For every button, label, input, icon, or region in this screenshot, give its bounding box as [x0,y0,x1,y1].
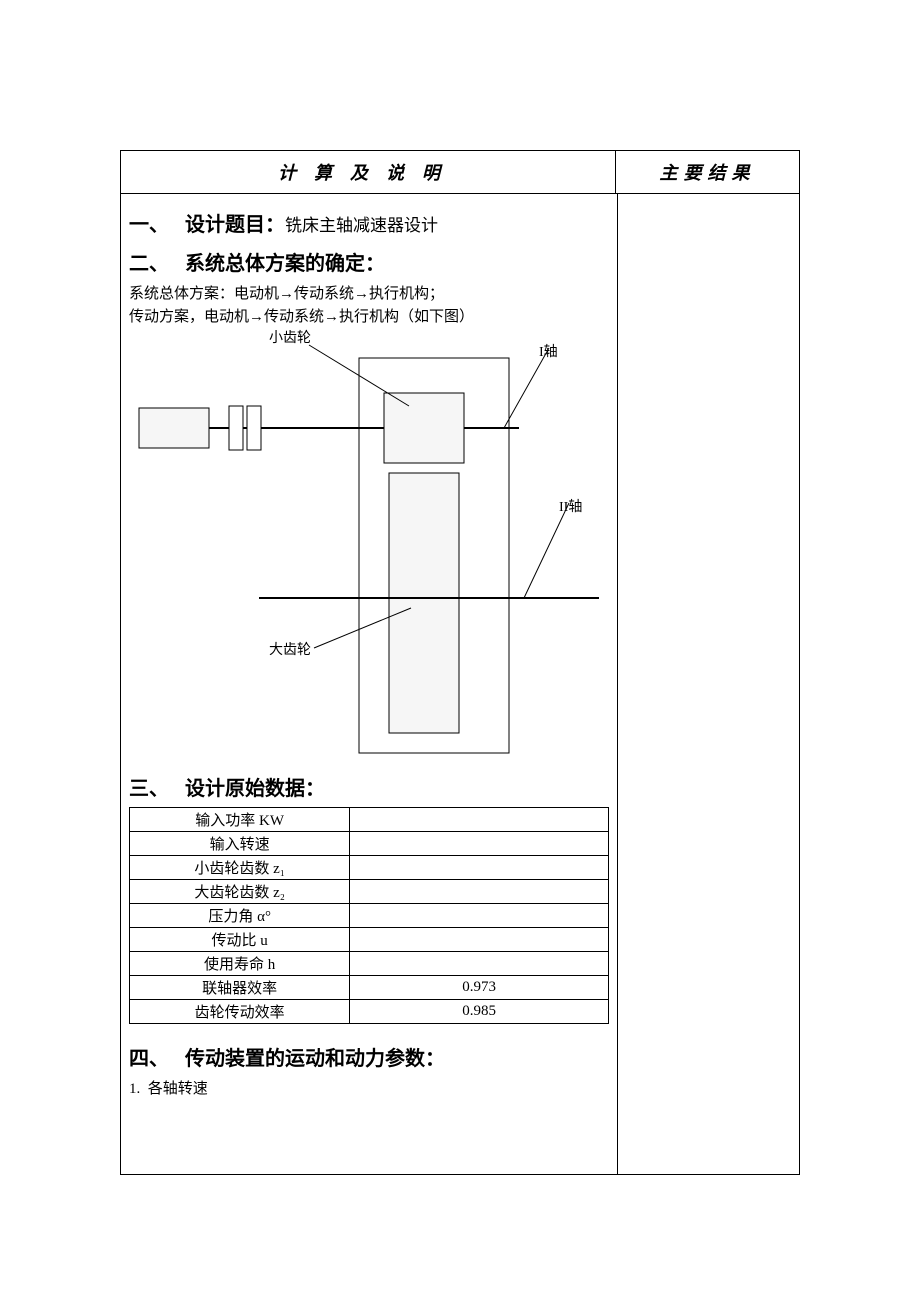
section-2-line1: 系统总体方案：电动机→传动系统→执行机构； [129,282,609,303]
cell-label: 输入转速 [130,832,350,856]
item-text: 各轴转速 [148,1081,208,1097]
cell-value: 0.973 [350,976,609,1000]
table-row: 小齿轮齿数 z₁ [130,856,609,880]
coupling-rect-2 [247,406,261,450]
cell-value [350,952,609,976]
label-small-gear: 小齿轮 [269,330,311,346]
section-1-subtitle: 铣床主轴减速器设计 [285,216,438,235]
main-content: 一、 设计题目：铣床主轴减速器设计 二、 系统总体方案的确定： 系统总体方案：电… [121,194,618,1174]
section-3-num: 三、 [129,772,181,801]
big-gear-rect [389,473,459,733]
cell-value [350,928,609,952]
table-row: 大齿轮齿数 z₂ [130,880,609,904]
item-num: 1. [129,1081,140,1097]
label-big-gear: 大齿轮 [269,642,311,658]
cell-value [350,808,609,832]
body-row: 一、 设计题目：铣床主轴减速器设计 二、 系统总体方案的确定： 系统总体方案：电… [121,194,799,1174]
diagram-svg: 小齿轮 I轴 II轴 大齿轮 [129,328,609,758]
label-shaft-1: I轴 [539,344,558,360]
section-4: 四、 传动装置的运动和动力参数： [129,1042,609,1071]
table-row: 压力角 α° [130,904,609,928]
cell-label: 传动比 u [130,928,350,952]
section-4-num: 四、 [129,1042,181,1071]
coupling-rect-1 [229,406,243,450]
label-shaft-2: II轴 [559,499,582,515]
table-row: 联轴器效率0.973 [130,976,609,1000]
section-1-num: 一、 [129,208,181,237]
section-4-item-1: 1. 各轴转速 [129,1077,609,1098]
cell-value [350,904,609,928]
cell-label: 使用寿命 h [130,952,350,976]
section-1: 一、 设计题目：铣床主轴减速器设计 [129,208,609,237]
cell-label: 压力角 α° [130,904,350,928]
section-4-title: 传动装置的运动和动力参数： [185,1048,445,1070]
cell-value [350,832,609,856]
section-2: 二、 系统总体方案的确定： [129,247,609,276]
table-row: 输入转速 [130,832,609,856]
document-frame: 计算及说明 主要结果 一、 设计题目：铣床主轴减速器设计 二、 系统总体方案的确… [120,150,800,1175]
section-2-title: 系统总体方案的确定： [185,253,385,275]
section-2-num: 二、 [129,247,181,276]
cell-value: 0.985 [350,1000,609,1024]
section-1-title: 设计题目： [185,214,285,236]
cell-label: 小齿轮齿数 z₁ [130,856,350,880]
small-gear-rect [384,393,464,463]
table-row: 输入功率 KW [130,808,609,832]
motor-rect [139,408,209,448]
cell-value [350,856,609,880]
table-row: 传动比 u [130,928,609,952]
cell-label: 大齿轮齿数 z₂ [130,880,350,904]
lead-shaft-1 [504,348,549,428]
cell-value [350,880,609,904]
section-3-title: 设计原始数据： [185,778,325,800]
cell-label: 齿轮传动效率 [130,1000,350,1024]
table-row: 使用寿命 h [130,952,609,976]
transmission-diagram: 小齿轮 I轴 II轴 大齿轮 [129,328,609,758]
header-row: 计算及说明 主要结果 [121,151,799,194]
lead-shaft-2 [524,503,569,598]
header-left: 计算及说明 [121,151,616,193]
design-data-table: 输入功率 KW 输入转速 小齿轮齿数 z₁ 大齿轮齿数 z₂ 压力角 α° 传动… [129,807,609,1024]
cell-label: 输入功率 KW [130,808,350,832]
cell-label: 联轴器效率 [130,976,350,1000]
results-column [618,194,799,1174]
header-right: 主要结果 [616,151,799,193]
section-3: 三、 设计原始数据： [129,772,609,801]
section-2-line2: 传动方案，电动机→传动系统→执行机构（如下图） [129,305,609,326]
table-row: 齿轮传动效率0.985 [130,1000,609,1024]
